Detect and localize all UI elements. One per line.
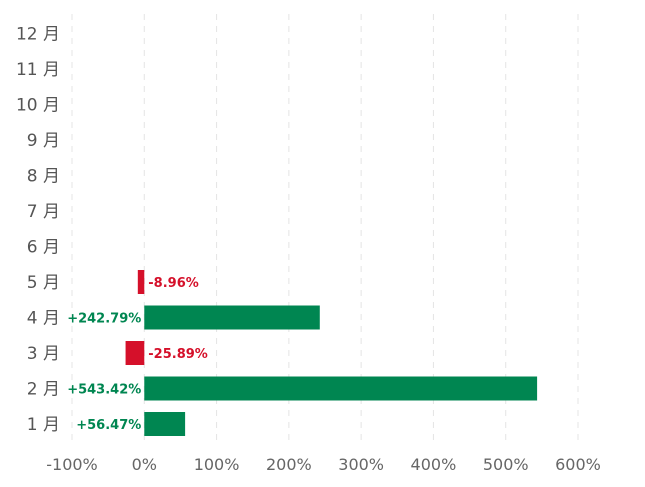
data-label: -25.89%: [148, 347, 208, 362]
category-label: 4 月: [27, 309, 60, 329]
x-tick-label: 400%: [411, 455, 457, 474]
category-label: 6 月: [27, 238, 60, 258]
category-label: 12 月: [16, 25, 60, 45]
category-label: 9 月: [27, 131, 60, 151]
x-tick-label: 600%: [555, 455, 601, 474]
x-tick-label: 200%: [266, 455, 312, 474]
bar: [137, 270, 145, 294]
x-tick-label: 300%: [338, 455, 384, 474]
category-label: 8 月: [27, 167, 60, 187]
category-label: 2 月: [27, 380, 60, 400]
category-label: 11 月: [16, 60, 60, 80]
x-tick-label: 500%: [483, 455, 529, 474]
category-label: 3 月: [27, 344, 60, 364]
x-tick-label: 0%: [132, 455, 157, 474]
data-label: +56.47%: [76, 418, 141, 433]
category-label: 10 月: [16, 96, 60, 116]
data-label: -8.96%: [148, 276, 199, 291]
category-label: 7 月: [27, 202, 60, 222]
bar: [144, 376, 538, 401]
category-label: 5 月: [27, 273, 60, 293]
data-label: +242.79%: [67, 312, 141, 327]
x-tick-label: 100%: [194, 455, 240, 474]
bar: [144, 305, 320, 330]
data-label: +543.42%: [67, 383, 141, 398]
category-label: 1 月: [27, 415, 60, 435]
bar: [144, 412, 186, 436]
x-tick-label: -100%: [46, 455, 98, 474]
bar: [125, 341, 145, 365]
